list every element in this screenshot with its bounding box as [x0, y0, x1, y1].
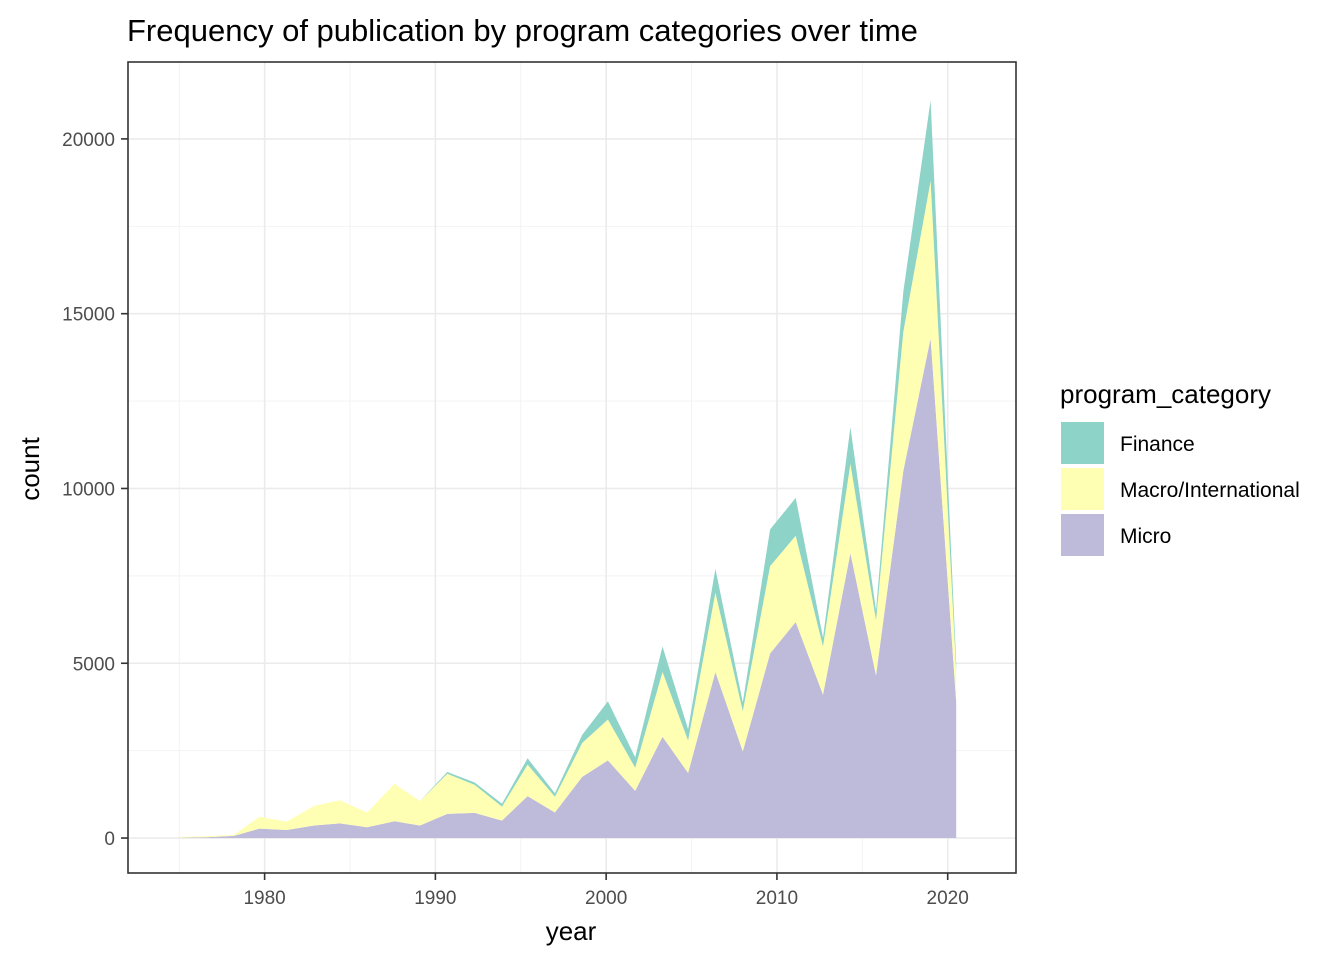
y-tick-label: 15000 — [62, 305, 115, 326]
legend-key-finance — [1061, 422, 1104, 464]
plot-panel — [127, 61, 1017, 874]
x-tick-label: 1980 — [243, 888, 285, 909]
x-tick-label: 2020 — [927, 888, 969, 909]
legend-items: Finance Macro/International Micro — [1061, 422, 1300, 556]
legend-label-finance: Finance — [1120, 433, 1195, 456]
stacked-areas — [179, 100, 957, 838]
x-axis-title: year — [546, 916, 597, 946]
chart-title: Frequency of publication by program cate… — [127, 13, 918, 48]
legend-title: program_category — [1060, 379, 1271, 409]
x-tick-label: 1990 — [414, 888, 456, 909]
legend-key-macro-international — [1061, 468, 1104, 510]
x-tick-label: 2000 — [585, 888, 627, 909]
y-tick-label: 10000 — [62, 479, 115, 500]
grid-lines — [128, 62, 1016, 873]
legend-label-macro-international: Macro/International — [1120, 479, 1300, 502]
legend-key-micro — [1061, 514, 1104, 556]
panel-border — [127, 61, 1017, 874]
area-micro — [179, 338, 957, 838]
legend-label-micro: Micro — [1120, 525, 1171, 548]
y-axis-title: count — [15, 436, 45, 500]
y-tick-label: 20000 — [62, 130, 115, 151]
x-tick-label: 2010 — [756, 888, 798, 909]
y-tick-label: 5000 — [73, 654, 115, 675]
area-macro-international — [179, 180, 957, 838]
axes: 0 5000 10000 15000 20000 1980 1990 2000 2010 2020 — [62, 130, 969, 909]
y-tick-label: 0 — [104, 829, 115, 850]
legend: program_category Finance Macro/Internatio… — [1060, 379, 1300, 556]
